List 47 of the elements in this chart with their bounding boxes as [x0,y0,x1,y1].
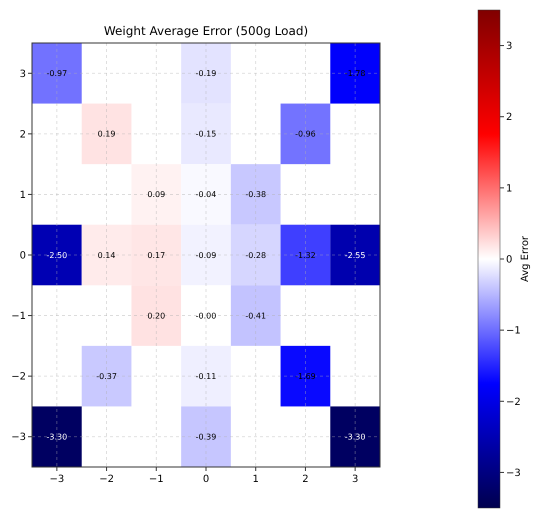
data-label: 0.20 [147,311,166,320]
data-label: -0.41 [245,311,266,320]
data-label: -3.30 [344,432,366,442]
data-label: -0.11 [196,372,216,381]
color-bar-label: 3 [506,41,512,52]
color-bar-label: 0 [506,254,512,266]
data-label: -1.32 [295,250,316,260]
data-label: -0.09 [196,250,216,260]
x-tick-label: −3 [49,474,64,485]
data-label: -0.28 [245,250,266,260]
y-tick-label: 0 [20,250,26,262]
color-bar-title: Avg Error [520,235,531,282]
data-label: -0.39 [196,432,216,442]
data-label: -0.00 [196,311,216,320]
color-bar-label: 2 [506,112,512,124]
y-tick-label: 2 [20,129,26,140]
data-label: -3.30 [46,432,68,442]
data-label: -0.19 [196,69,216,78]
data-label: 0.14 [98,250,116,260]
data-label: 0.09 [147,190,166,200]
y-tick-label: −2 [11,372,26,383]
data-label: -1.78 [344,69,366,78]
data-label: -0.38 [245,190,266,200]
color-bar-label: −2 [506,396,521,408]
data-label: 0.17 [147,250,166,260]
x-tick-label: −1 [148,474,164,485]
x-tick-label: 3 [352,474,358,485]
y-tick-label: 1 [20,190,26,201]
data-label: -0.97 [46,69,68,78]
data-label: -0.15 [196,130,216,139]
chart-title: Weight Average Error (500g Load) [104,24,308,38]
data-label: -1.69 [295,372,316,381]
x-tick-label: 2 [302,474,309,485]
data-label: -0.96 [295,130,316,139]
data-label: -2.50 [46,250,68,260]
data-label: 0.19 [98,130,116,139]
color-bar-label: −1 [506,326,521,337]
x-tick-label: 1 [252,474,259,485]
data-label: -2.55 [344,250,366,260]
data-label: -0.04 [196,190,216,200]
y-tick-label: −1 [11,311,26,322]
y-tick-label: 3 [20,68,26,80]
data-label: -0.37 [96,372,117,381]
y-tick-label: −3 [11,432,26,444]
color-bar-label: 1 [506,183,512,194]
x-tick-label: −2 [99,474,114,485]
x-tick-label: 0 [202,474,210,485]
